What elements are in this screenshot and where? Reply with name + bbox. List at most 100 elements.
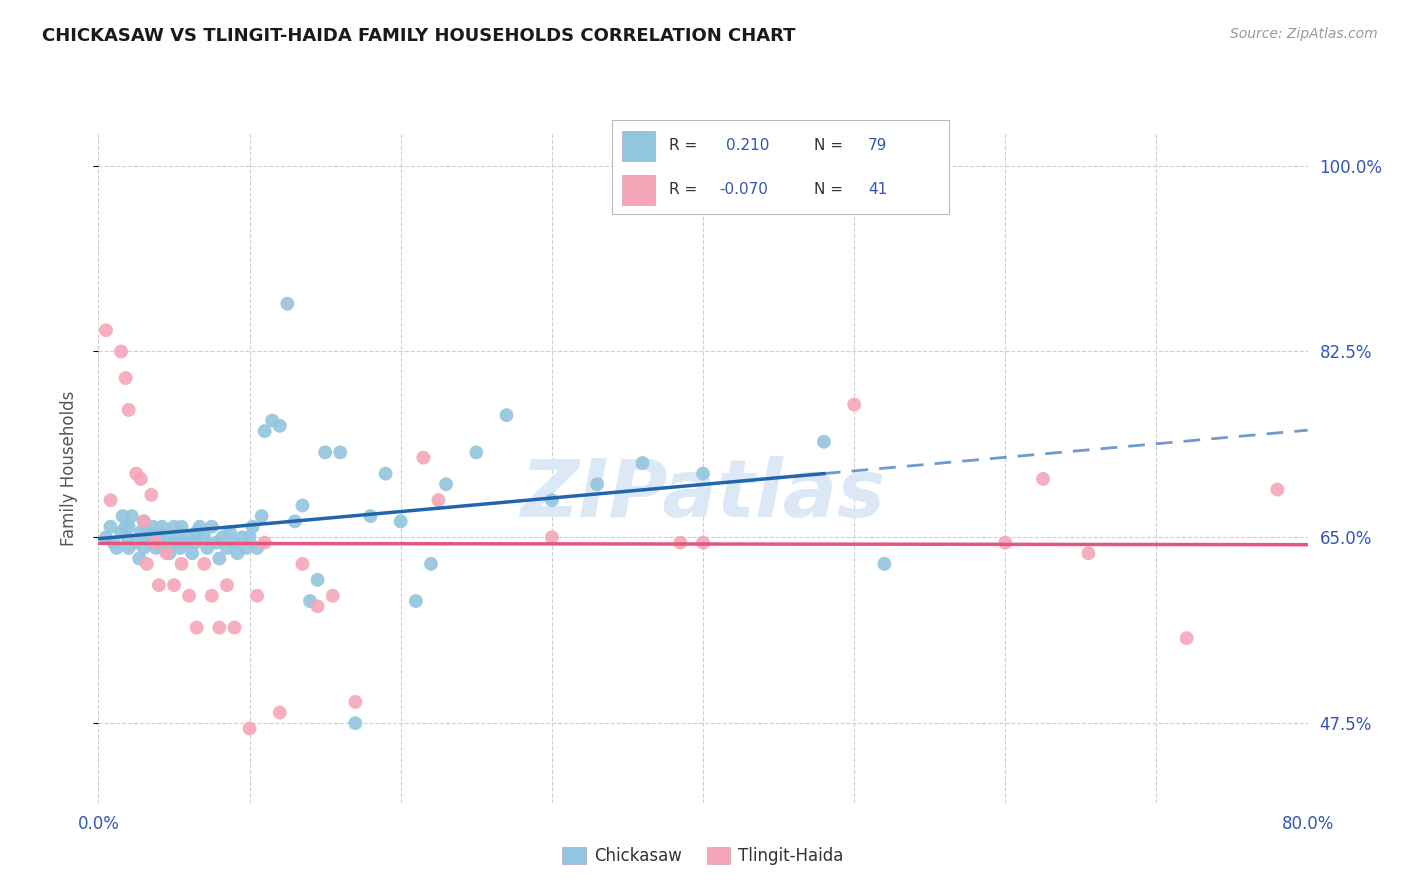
Point xyxy=(186,524,208,539)
Point xyxy=(152,541,174,555)
Point xyxy=(205,535,228,549)
Point xyxy=(173,535,195,549)
Point xyxy=(184,535,207,549)
Point xyxy=(170,519,193,533)
Point xyxy=(994,535,1017,549)
Point xyxy=(692,467,714,481)
Point xyxy=(215,578,238,592)
Point xyxy=(201,589,224,603)
Point xyxy=(181,546,204,560)
Point xyxy=(307,599,329,614)
Point xyxy=(114,519,136,533)
Point xyxy=(155,530,177,544)
Text: CHICKASAW VS TLINGIT-HAIDA FAMILY HOUSEHOLDS CORRELATION CHART: CHICKASAW VS TLINGIT-HAIDA FAMILY HOUSEH… xyxy=(42,27,796,45)
Point xyxy=(186,621,208,635)
Point xyxy=(145,541,167,555)
Point xyxy=(329,445,352,459)
Point xyxy=(148,524,170,539)
Point xyxy=(193,530,215,544)
Point xyxy=(179,530,201,544)
Text: N =: N = xyxy=(814,182,848,197)
Point xyxy=(208,621,231,635)
Point xyxy=(135,524,157,539)
Point xyxy=(219,524,242,539)
Point xyxy=(1077,546,1099,560)
Point xyxy=(813,434,835,449)
Point xyxy=(188,519,211,533)
Point xyxy=(253,424,276,438)
Point xyxy=(132,515,155,529)
Text: -0.070: -0.070 xyxy=(720,182,769,197)
Point xyxy=(276,296,298,310)
Point xyxy=(121,509,143,524)
Point xyxy=(226,546,249,560)
FancyBboxPatch shape xyxy=(621,175,655,205)
Point xyxy=(132,515,155,529)
Point xyxy=(163,535,186,549)
Point xyxy=(148,535,170,549)
Point xyxy=(844,398,866,412)
Point xyxy=(163,578,186,592)
Point xyxy=(360,509,382,524)
Point xyxy=(100,519,122,533)
Point xyxy=(224,535,246,549)
Point xyxy=(540,530,562,544)
Point xyxy=(128,551,150,566)
Point xyxy=(242,519,264,533)
Point xyxy=(307,573,329,587)
Text: ZIPatlas: ZIPatlas xyxy=(520,456,886,534)
Text: R =: R = xyxy=(669,182,697,197)
Point xyxy=(170,557,193,571)
Point xyxy=(100,493,122,508)
Point xyxy=(291,557,314,571)
Point xyxy=(434,477,457,491)
Point xyxy=(125,535,148,549)
Point xyxy=(299,594,322,608)
Legend: Chickasaw, Tlingit-Haida: Chickasaw, Tlingit-Haida xyxy=(555,840,851,871)
Point xyxy=(1032,472,1054,486)
Point xyxy=(195,541,218,555)
Point xyxy=(136,530,159,544)
Point xyxy=(118,519,141,533)
Point xyxy=(179,589,201,603)
Point xyxy=(314,445,336,459)
Point xyxy=(115,530,138,544)
Point xyxy=(873,557,896,571)
Point xyxy=(135,557,157,571)
Point xyxy=(129,524,152,539)
Point xyxy=(246,589,269,603)
Point xyxy=(284,515,307,529)
Point xyxy=(211,530,233,544)
Point xyxy=(145,535,167,549)
Point xyxy=(250,509,273,524)
Point xyxy=(631,456,654,470)
Point xyxy=(540,493,562,508)
Text: R =: R = xyxy=(669,138,697,153)
Point xyxy=(322,589,344,603)
Point xyxy=(405,594,427,608)
Point xyxy=(110,344,132,359)
Text: Source: ZipAtlas.com: Source: ZipAtlas.com xyxy=(1230,27,1378,41)
Point xyxy=(427,493,450,508)
Text: 0.210: 0.210 xyxy=(727,138,769,153)
FancyBboxPatch shape xyxy=(621,131,655,161)
Point xyxy=(215,541,238,555)
Text: 79: 79 xyxy=(868,138,887,153)
Point xyxy=(235,541,257,555)
Point xyxy=(231,530,253,544)
Point xyxy=(150,519,173,533)
Point xyxy=(246,541,269,555)
Point xyxy=(239,722,262,736)
Point xyxy=(132,541,155,555)
Point xyxy=(166,530,188,544)
Text: 41: 41 xyxy=(868,182,887,197)
Point xyxy=(169,541,191,555)
Point xyxy=(208,551,231,566)
Point xyxy=(291,499,314,513)
Point xyxy=(269,418,291,433)
Point xyxy=(465,445,488,459)
Point xyxy=(114,371,136,385)
Point xyxy=(412,450,434,465)
Point xyxy=(1175,631,1198,645)
Point xyxy=(262,413,284,427)
